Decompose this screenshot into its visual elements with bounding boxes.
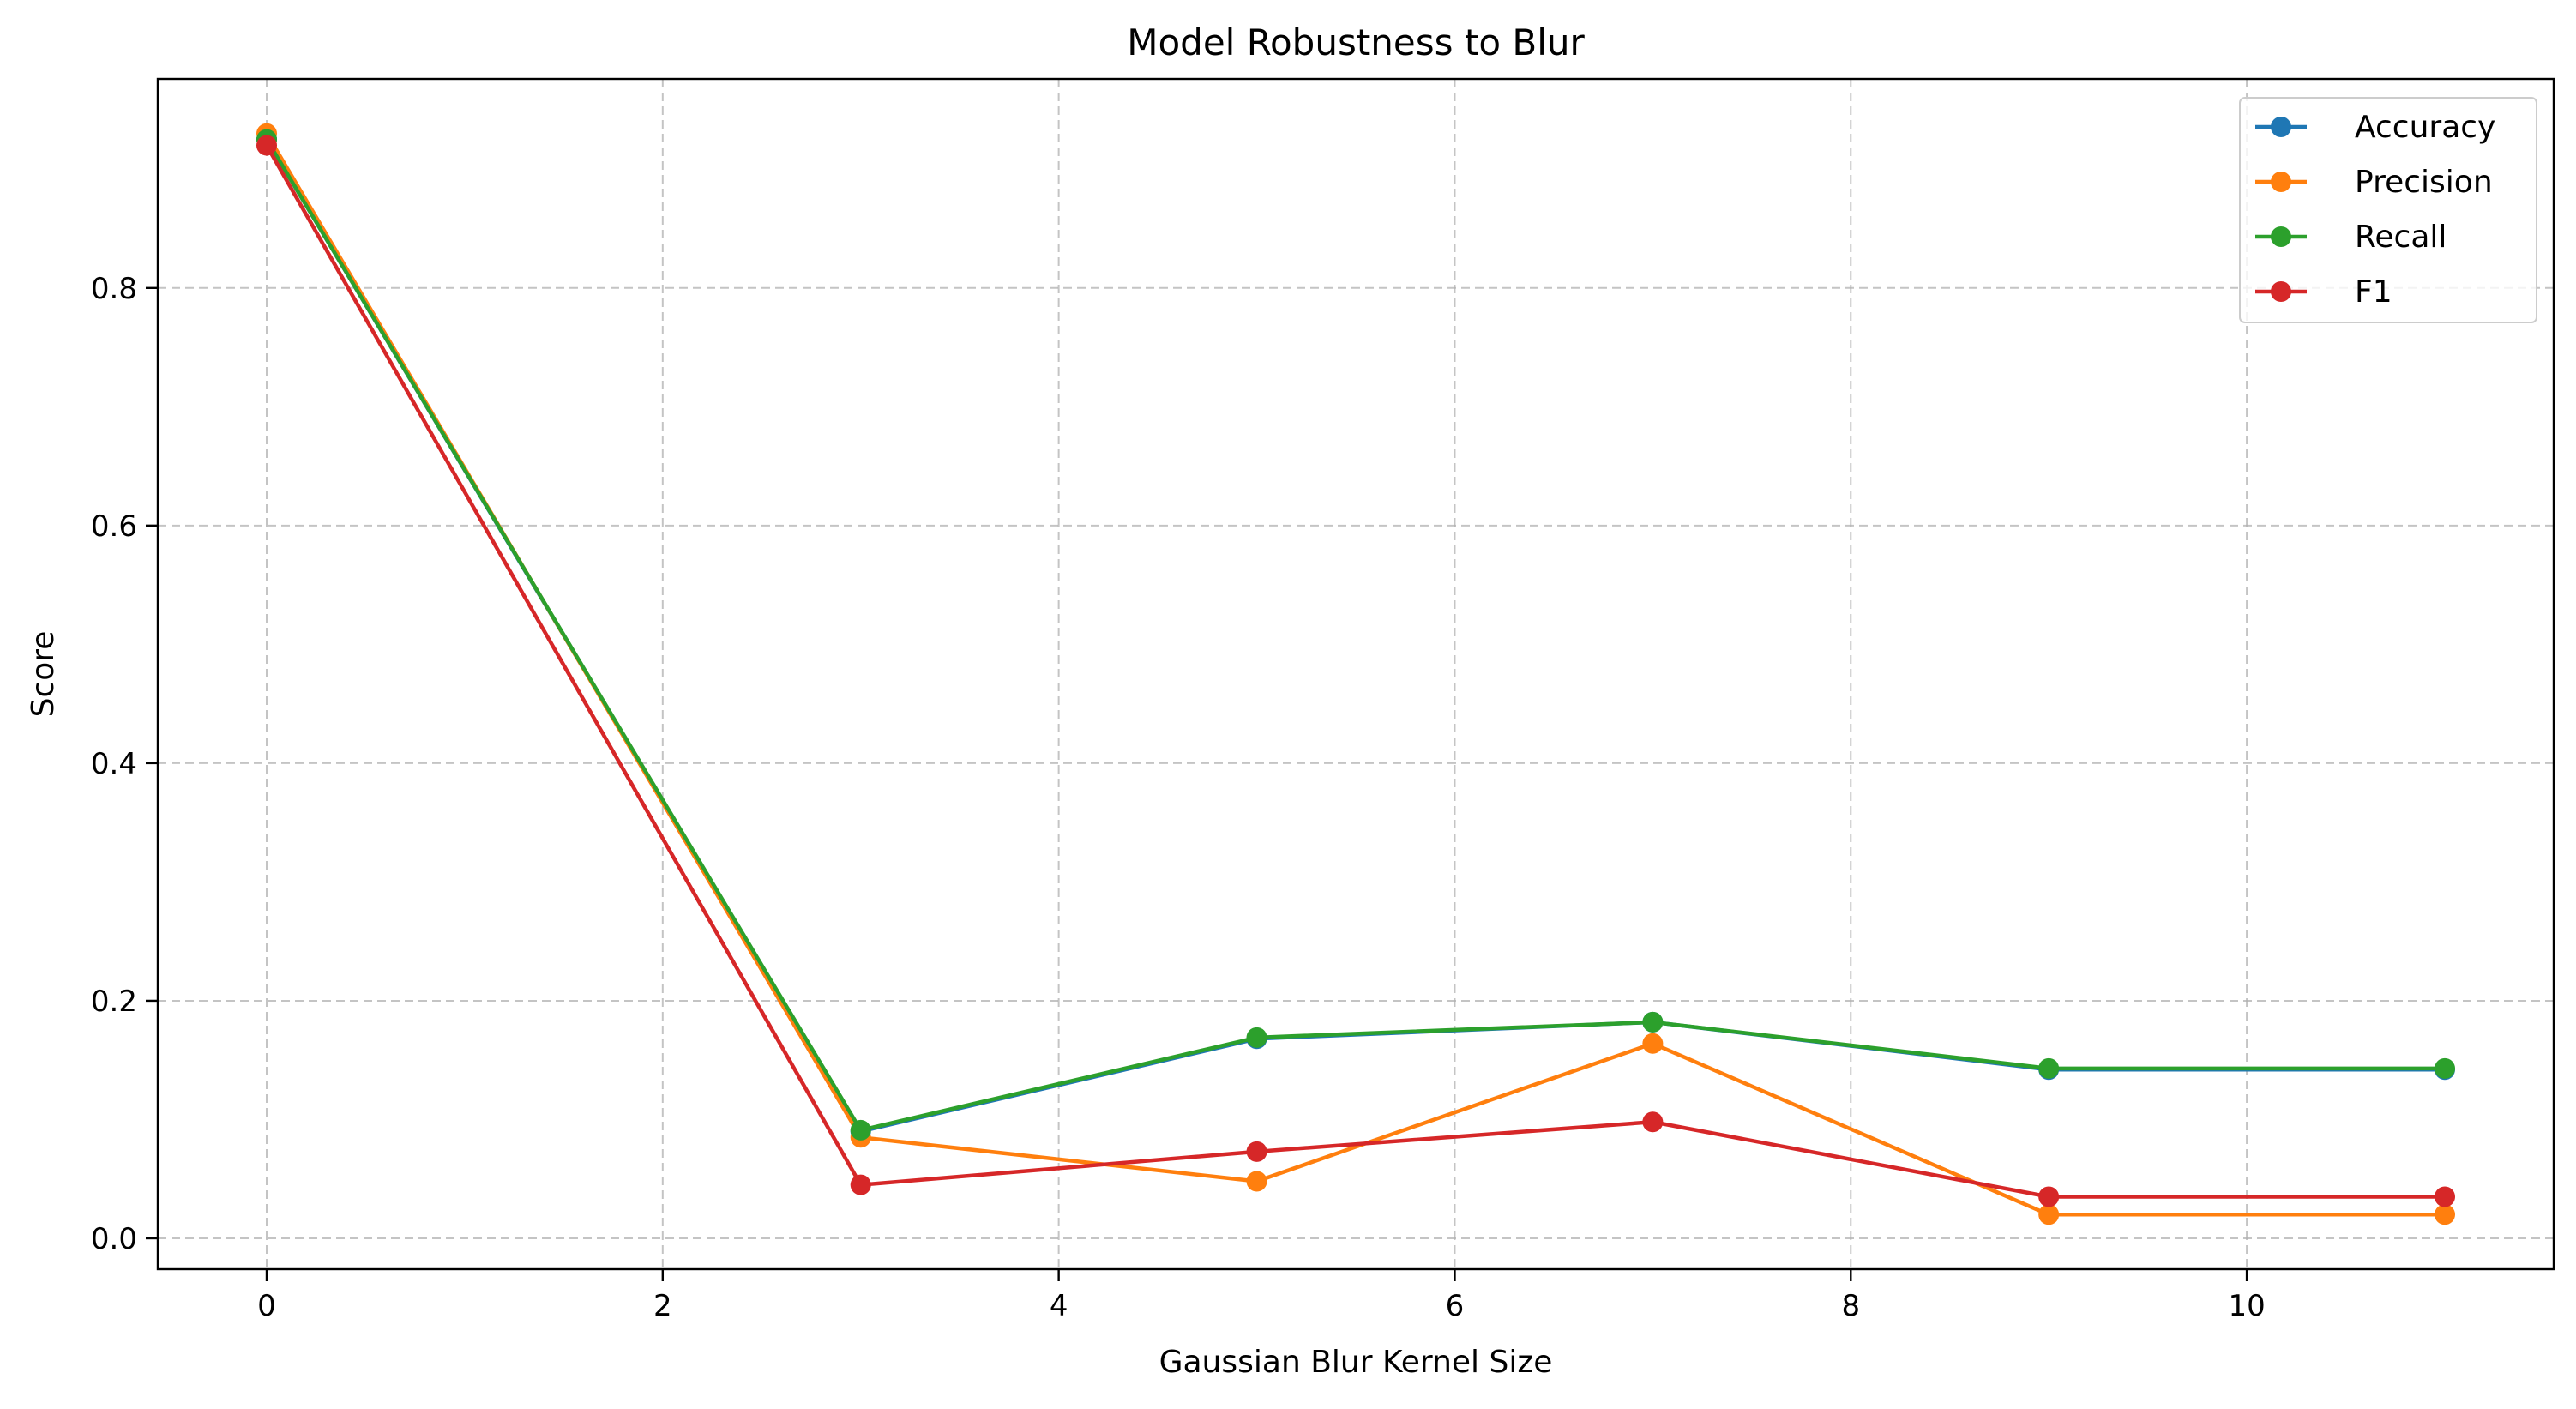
x-tick-label: 6 — [1446, 1289, 1465, 1323]
data-point-precision — [1642, 1033, 1664, 1054]
legend-marker-recall — [2271, 226, 2291, 247]
data-point-recall — [2038, 1057, 2060, 1079]
series-recall — [256, 129, 2455, 1141]
legend-entry-recall: Recall — [2255, 220, 2447, 255]
legend-marker-accuracy — [2271, 117, 2291, 137]
y-tick-label: 0.0 — [91, 1222, 137, 1256]
y-tick-label: 0.2 — [91, 984, 137, 1019]
series-line-f1 — [265, 144, 2445, 1199]
data-point-recall — [1246, 1027, 1267, 1048]
data-point-recall — [1642, 1011, 1664, 1033]
x-axis-label: Gaussian Blur Kernel Size — [1159, 1345, 1553, 1380]
data-point-precision — [1246, 1171, 1267, 1192]
data-point-precision — [2435, 1204, 2455, 1225]
legend-marker-precision — [2271, 172, 2291, 192]
plot-frame — [156, 77, 2555, 1271]
data-point-f1 — [1246, 1141, 1267, 1162]
data-point-f1 — [256, 135, 277, 156]
series-line-precision — [265, 132, 2445, 1217]
legend-label-recall: Recall — [2355, 220, 2447, 255]
x-tick-label: 8 — [1841, 1289, 1860, 1323]
y-tick-label: 0.6 — [91, 509, 137, 544]
y-tick-label: 0.8 — [91, 272, 137, 306]
series-f1 — [256, 135, 2455, 1207]
x-tick-label: 4 — [1050, 1289, 1068, 1323]
axis-ticks: 0 2 4 6 8 10 0.0 0.2 0.4 0.6 0.8 — [91, 272, 2266, 1323]
legend-label-f1: F1 — [2355, 274, 2392, 310]
legend-marker-f1 — [2271, 281, 2291, 302]
x-tick-label: 10 — [2228, 1289, 2265, 1323]
x-tick-label: 2 — [653, 1289, 672, 1323]
y-tick-label: 0.4 — [91, 747, 137, 781]
data-point-f1 — [1642, 1111, 1664, 1133]
y-axis-label: Score — [26, 631, 61, 718]
data-point-precision — [2038, 1204, 2060, 1225]
data-point-recall — [2435, 1057, 2455, 1079]
legend-entry-precision: Precision — [2255, 165, 2493, 200]
x-tick-label: 0 — [257, 1289, 276, 1323]
legend-label-precision: Precision — [2355, 165, 2493, 200]
legend-label-accuracy: Accuracy — [2355, 110, 2495, 145]
data-point-f1 — [2435, 1186, 2455, 1207]
series-group — [256, 123, 2455, 1225]
data-point-f1 — [850, 1174, 871, 1195]
legend-entry-accuracy: Accuracy — [2255, 110, 2495, 145]
data-point-recall — [850, 1119, 871, 1141]
legend-box — [2239, 97, 2537, 323]
chart-title: Model Robustness to Blur — [1127, 21, 1585, 63]
series-line-recall — [265, 138, 2445, 1133]
legend: Accuracy Precision Recall F1 — [2239, 97, 2537, 323]
legend-entry-f1: F1 — [2255, 274, 2392, 310]
data-point-f1 — [2038, 1186, 2060, 1207]
